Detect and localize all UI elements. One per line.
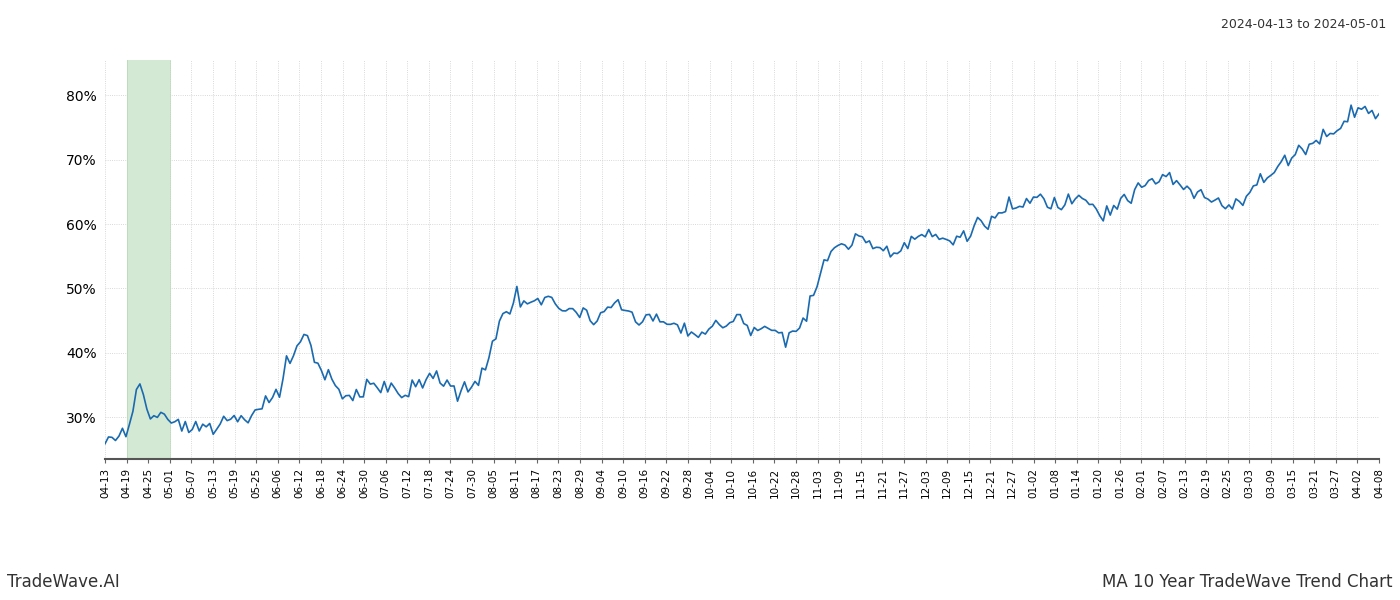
Text: TradeWave.AI: TradeWave.AI [7,573,120,591]
Bar [126,60,169,459]
Text: MA 10 Year TradeWave Trend Chart: MA 10 Year TradeWave Trend Chart [1103,573,1393,591]
Text: 2024-04-13 to 2024-05-01: 2024-04-13 to 2024-05-01 [1221,18,1386,31]
